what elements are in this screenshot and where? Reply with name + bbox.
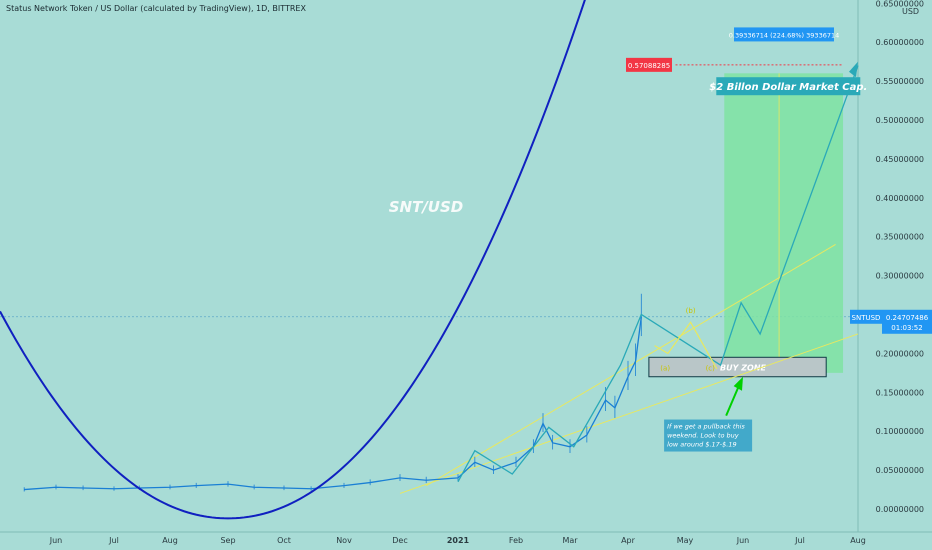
price-tick-label: 0.50000000 xyxy=(876,116,924,125)
price-tick-label: 0.40000000 xyxy=(876,194,924,203)
time-tick-label: Jun xyxy=(49,536,63,545)
wave-b-label: (b) xyxy=(686,307,696,315)
time-tick-label: Jul xyxy=(108,536,119,545)
price-tick-label: 0.20000000 xyxy=(876,349,924,358)
price-currency-label: USD xyxy=(902,7,919,16)
price-tick-label: 0.35000000 xyxy=(876,233,924,242)
price-line xyxy=(24,316,642,491)
pullback-note-line1: If we get a pullback this xyxy=(667,423,745,431)
buy-zone-label: BUY ZONE xyxy=(720,363,766,372)
current-countdown-text: 01:03:52 xyxy=(891,324,922,332)
wave-path xyxy=(654,321,718,370)
market-cap-box xyxy=(716,77,861,96)
price-tick-label: 0.45000000 xyxy=(876,155,924,164)
projection-path xyxy=(457,65,859,483)
market-cap-label: $2 Billon Dollar Market Cap. xyxy=(709,82,867,93)
price-tick-label: 0.55000000 xyxy=(876,77,924,86)
parabolic-support-curve xyxy=(0,0,586,520)
price-tick-label: 0.00000000 xyxy=(876,505,924,514)
measure-label-text: 0.39336714 (224.68%) 39336714 xyxy=(729,31,840,39)
wave-c-label: (c) xyxy=(706,364,716,372)
price-tick-label: 0.30000000 xyxy=(876,272,924,281)
price-tick-label: 0.65000000 xyxy=(876,0,924,8)
time-tick-label: Aug xyxy=(850,536,866,545)
time-tick-label: Dec xyxy=(392,536,407,545)
wave-a-label: (a) xyxy=(660,364,670,372)
current-price-tag xyxy=(882,309,932,334)
time-tick-label: Mar xyxy=(562,536,578,545)
pullback-note-line2: weekend. Look to buy xyxy=(667,432,739,440)
time-tick-label: 2021 xyxy=(447,536,470,545)
target-price-tag xyxy=(626,57,672,72)
time-tick-label: Jul xyxy=(794,536,805,545)
target-price-tag-text: 0.57088285 xyxy=(628,62,670,70)
price-scale-panel xyxy=(858,0,932,550)
time-tick-label: Jun xyxy=(736,536,750,545)
current-symbol-tag xyxy=(850,309,882,324)
pullback-note-box xyxy=(664,419,753,452)
time-tick-label: Oct xyxy=(277,536,291,545)
channel-lower-line xyxy=(399,333,859,494)
target-zone xyxy=(724,73,844,373)
time-tick-label: Apr xyxy=(621,536,636,545)
chart-header-title: Status Network Token / US Dollar (calcul… xyxy=(6,4,306,13)
buy-zone-box xyxy=(648,356,827,378)
price-tick-label: 0.60000000 xyxy=(876,38,924,47)
current-symbol-text: SNTUSD xyxy=(852,314,881,322)
time-tick-label: Sep xyxy=(220,536,235,545)
buy-arrow-head xyxy=(733,376,743,391)
price-tick-label: 0.10000000 xyxy=(876,427,924,436)
measure-label-box xyxy=(734,27,834,42)
time-tick-label: May xyxy=(677,536,694,545)
channel-upper-line xyxy=(425,244,836,487)
chart-watermark: SNT/USD xyxy=(389,198,464,216)
price-tick-label: 0.15000000 xyxy=(876,388,924,397)
price-tick-label: 0.05000000 xyxy=(876,466,924,475)
pullback-note-line3: low around $.17-$.19 xyxy=(667,441,737,449)
time-tick-label: Nov xyxy=(336,536,352,545)
current-price-text: 0.24707486 xyxy=(886,314,929,322)
time-tick-label: Feb xyxy=(509,536,523,545)
projection-arrowhead xyxy=(849,61,858,78)
time-tick-label: Aug xyxy=(162,536,178,545)
